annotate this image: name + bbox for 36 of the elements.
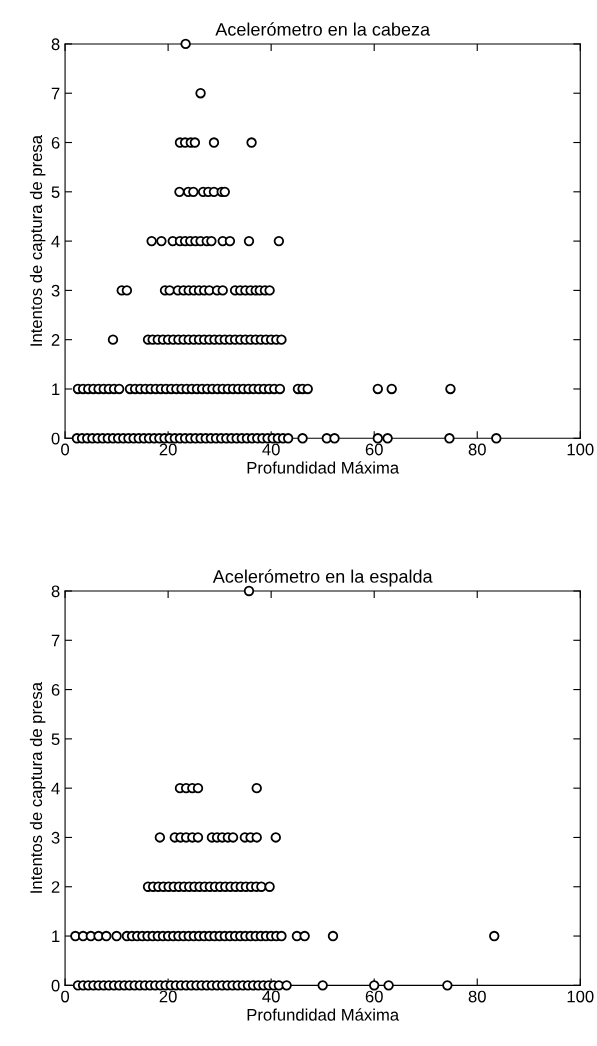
y-tick-label: 0 [51,979,60,992]
y-tick-label: 3 [51,284,60,297]
x-tick-label: 100 [567,443,594,456]
x-tick-label: 20 [159,990,177,1003]
x-axis-title: Profundidad Máxima [247,461,400,474]
y-tick-label: 6 [51,683,60,696]
y-tick-label: 8 [51,585,60,598]
y-tick-label: 5 [51,186,60,199]
x-tick-label: 0 [61,990,70,1003]
x-tick-label: 80 [468,443,486,456]
y-tick-label: 7 [51,87,60,100]
chart-title: Acelerómetro en la espalda [212,569,433,587]
x-tick-label: 40 [262,443,280,456]
y-tick-label: 7 [51,634,60,647]
x-axis-title: Profundidad Máxima [247,1008,400,1021]
y-tick-label: 0 [51,432,60,445]
y-axis-title: Intentos de captura de presa [29,135,46,346]
y-tick-label: 8 [51,38,60,51]
y-tick-label: 4 [51,235,60,248]
x-tick-label: 0 [61,443,70,456]
y-tick-label: 6 [51,136,60,149]
y-tick-label: 1 [52,383,60,396]
y-tick-label: 5 [51,733,60,746]
x-tick-label: 40 [262,990,280,1003]
y-tick-label: 4 [51,782,60,795]
y-tick-label: 2 [51,334,60,346]
x-tick-label: 60 [365,443,383,456]
x-tick-label: 100 [567,990,594,1003]
x-tick-label: 20 [159,443,177,456]
y-tick-label: 3 [51,831,60,844]
chart-title: Acelerómetro en la cabeza [215,22,431,36]
y-tick-label: 1 [52,930,60,943]
y-axis-title: Intentos de captura de presa [29,682,46,893]
x-tick-label: 80 [468,990,486,1003]
y-tick-label: 2 [51,881,60,893]
x-tick-label: 60 [365,990,383,1003]
